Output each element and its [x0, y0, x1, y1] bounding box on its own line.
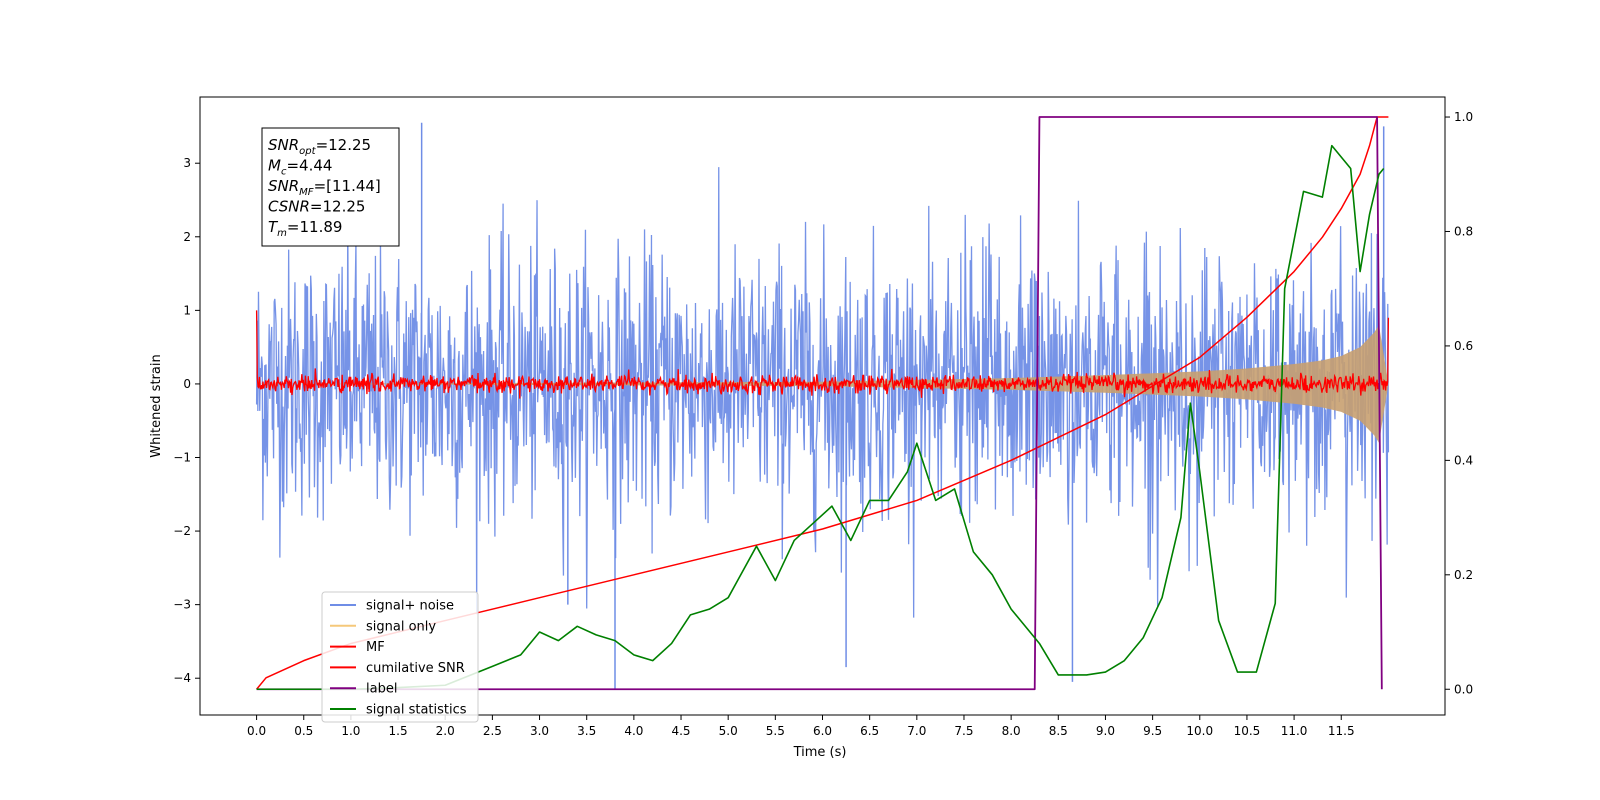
x-tick-label: 5.0: [719, 724, 738, 738]
legend: signal+ noise signal only MF cumilative SNR…: [321, 591, 479, 723]
y-tick-label: 3: [183, 156, 191, 170]
y2-tick-label: 0.8: [1454, 224, 1473, 238]
plot-area: [255, 116, 1390, 691]
x-tick-label: 11.5: [1328, 724, 1355, 738]
x-tick-label: 6.5: [860, 724, 879, 738]
legend-label: MF: [366, 640, 385, 655]
signal-only-envelope: [256, 325, 1389, 443]
x-tick-label: 1.0: [341, 724, 360, 738]
x-tick-label: 5.5: [766, 724, 785, 738]
x-tick-label: 8.5: [1049, 724, 1068, 738]
y-axis-left: −4 −3 −2 −1 0 1 2 3: [173, 156, 200, 685]
signal-statistics-line: [256, 144, 1385, 691]
annotation-line: Mc=4.44: [268, 157, 332, 178]
x-axis-label: Time (s): [793, 745, 847, 760]
x-tick-label: 10.0: [1186, 724, 1213, 738]
y2-tick-label: 1.0: [1454, 110, 1473, 124]
x-tick-label: 2.0: [436, 724, 455, 738]
x-tick-label: 3.5: [577, 724, 596, 738]
x-tick-label: 8.0: [1002, 724, 1021, 738]
x-tick-label: 2.5: [483, 724, 502, 738]
legend-label: signal only: [366, 619, 436, 634]
x-axis: 0.0 0.5 1.0 1.5 2.0 2.5 3.0 3.5 4.0 4.5 5.0 5.5 6.0 6…: [247, 715, 1355, 738]
y2-tick-label: 0.4: [1454, 453, 1473, 467]
signal-noise-spikes: [420, 122, 1385, 690]
label-line: [256, 116, 1383, 691]
y2-tick-label: 0.0: [1454, 682, 1473, 696]
legend-label: signal+ noise: [366, 599, 454, 614]
annotation-line: SNRopt=12.25: [268, 136, 371, 157]
annotation-line: SNRMF=[11.44]: [268, 177, 381, 198]
y2-tick-label: 0.6: [1454, 339, 1473, 353]
y-tick-label: −3: [173, 598, 191, 612]
x-tick-label: 11.0: [1281, 724, 1308, 738]
legend-frame: [321, 591, 479, 723]
y-tick-label: −1: [173, 451, 191, 465]
y2-tick-label: 0.2: [1454, 568, 1473, 582]
x-tick-label: 0.5: [294, 724, 313, 738]
y-tick-label: 1: [183, 303, 191, 317]
y-tick-label: −4: [173, 671, 191, 685]
legend-label: signal statistics: [366, 703, 467, 718]
x-tick-label: 10.5: [1234, 724, 1261, 738]
x-tick-label: 3.0: [530, 724, 549, 738]
annotation-line: CSNR=12.25: [268, 198, 365, 216]
y-axis-label: Whitened strain: [149, 354, 164, 457]
x-tick-label: 4.5: [671, 724, 690, 738]
x-tick-label: 9.0: [1096, 724, 1115, 738]
legend-label: label: [366, 682, 397, 697]
y-axis-right: 0.0 0.2 0.4 0.6 0.8 1.0: [1445, 110, 1473, 696]
x-tick-label: 7.5: [954, 724, 973, 738]
x-tick-label: 0.0: [247, 724, 266, 738]
y-tick-label: 2: [183, 230, 191, 244]
mf-line: [255, 310, 1390, 399]
x-tick-label: 9.5: [1143, 724, 1162, 738]
annotation-box: SNRopt=12.25Mc=4.44SNRMF=[11.44]CSNR=12.…: [261, 127, 400, 247]
x-tick-label: 7.0: [907, 724, 926, 738]
annotation-frame: [261, 127, 400, 247]
annotation-line: Tm=11.89: [268, 218, 342, 239]
x-tick-label: 1.5: [389, 724, 408, 738]
y-tick-label: 0: [183, 377, 191, 391]
legend-label: cumilative SNR: [366, 661, 465, 676]
x-tick-label: 6.0: [813, 724, 832, 738]
y-tick-label: −2: [173, 524, 191, 538]
x-tick-label: 4.0: [624, 724, 643, 738]
